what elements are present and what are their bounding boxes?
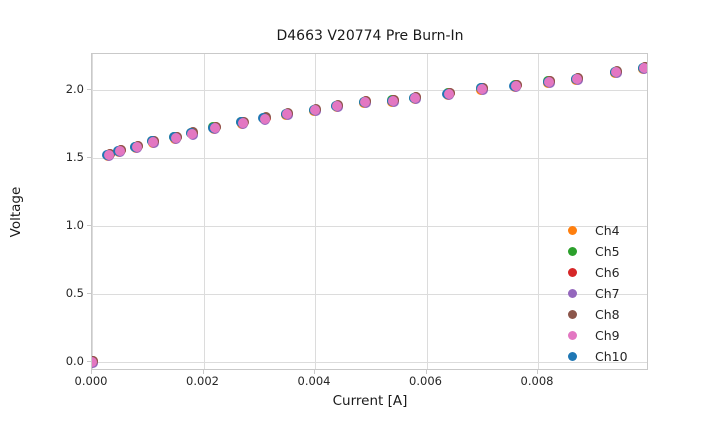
data-point-ch9 [410, 93, 421, 104]
data-point-ch9 [388, 95, 399, 106]
legend-label-ch6: Ch6 [595, 265, 620, 280]
data-point-ch9 [310, 105, 320, 116]
legend-row: Ch10 [560, 346, 628, 367]
data-point-ch9 [259, 113, 270, 124]
y-gridline [92, 226, 647, 227]
y-tick-label: 0.0 [65, 354, 84, 368]
x-axis-label: Current [A] [332, 393, 408, 409]
legend-row: Ch4 [560, 220, 620, 241]
data-point-ch9 [103, 150, 114, 161]
data-point-ch9 [477, 83, 488, 94]
legend-row: Ch5 [560, 241, 620, 262]
x-gridline [92, 54, 93, 369]
legend-marker-ch6 [568, 268, 577, 277]
legend-row: Ch8 [560, 304, 620, 325]
x-tickmark [91, 370, 92, 374]
y-tick-label: 0.5 [65, 286, 84, 300]
x-gridline [538, 54, 539, 369]
legend-label-ch8: Ch8 [595, 307, 620, 322]
data-point-ch9 [510, 80, 521, 91]
data-point-ch9 [148, 136, 159, 147]
data-point-ch9 [170, 132, 181, 143]
x-tick-label: 0.002 [186, 374, 219, 388]
x-tickmark [425, 370, 427, 374]
x-tick-label: 0.006 [409, 374, 442, 388]
y-gridline [92, 362, 647, 363]
legend-row: Ch9 [560, 325, 620, 346]
y-gridline [92, 158, 647, 159]
data-point-ch9 [237, 117, 248, 128]
data-point-ch9 [209, 123, 220, 134]
legend-label-ch4: Ch4 [595, 223, 620, 238]
y-tickmark [87, 225, 91, 226]
chart-title: D4663 V20774 Pre Burn-In [276, 28, 464, 44]
x-gridline [315, 54, 316, 369]
data-point-ch9 [114, 146, 125, 157]
data-point-ch9 [92, 357, 97, 367]
data-point-ch9 [282, 109, 293, 120]
data-point-ch9 [611, 67, 622, 78]
y-tickmark [87, 157, 91, 158]
data-point-ch9 [360, 97, 371, 108]
legend-label-ch5: Ch5 [595, 244, 620, 259]
x-tick-label: 0.004 [297, 374, 331, 388]
data-point-ch9 [544, 76, 555, 87]
data-point-ch9 [332, 101, 343, 112]
data-point-ch9 [572, 74, 583, 85]
x-tick-label: 0.008 [520, 374, 554, 388]
data-point-ch9 [443, 89, 454, 100]
legend-marker-ch7 [568, 289, 577, 298]
data-point-ch9 [187, 128, 198, 139]
legend-label-ch7: Ch7 [595, 286, 620, 301]
x-tickmark [202, 370, 204, 374]
x-gridline [203, 54, 205, 369]
legend-label-ch10: Ch10 [595, 349, 628, 364]
legend-marker-ch4 [568, 226, 577, 235]
y-tickmark [87, 361, 91, 362]
y-tickmark [87, 293, 91, 294]
y-tick-label: 1.5 [65, 150, 84, 164]
data-point-ch9 [638, 63, 647, 74]
legend-marker-ch8 [568, 310, 577, 319]
x-tickmark [537, 370, 538, 374]
legend-marker-ch10 [568, 352, 577, 361]
y-gridline [92, 90, 647, 91]
y-axis-label: Voltage [8, 186, 24, 238]
y-gridline [92, 294, 647, 295]
x-tick-label: 0.000 [74, 374, 108, 388]
data-point-ch9 [131, 142, 142, 153]
legend-row: Ch7 [560, 283, 620, 304]
legend-marker-ch5 [568, 247, 577, 256]
legend-label-ch9: Ch9 [595, 328, 620, 343]
legend-row: Ch6 [560, 262, 620, 283]
plot-area [91, 53, 648, 370]
y-tickmark [87, 89, 91, 90]
y-tick-label: 1.0 [65, 218, 84, 232]
x-tickmark [314, 370, 315, 374]
y-tick-label: 2.0 [65, 82, 84, 96]
x-gridline [426, 54, 428, 369]
legend-marker-ch9 [568, 331, 577, 340]
